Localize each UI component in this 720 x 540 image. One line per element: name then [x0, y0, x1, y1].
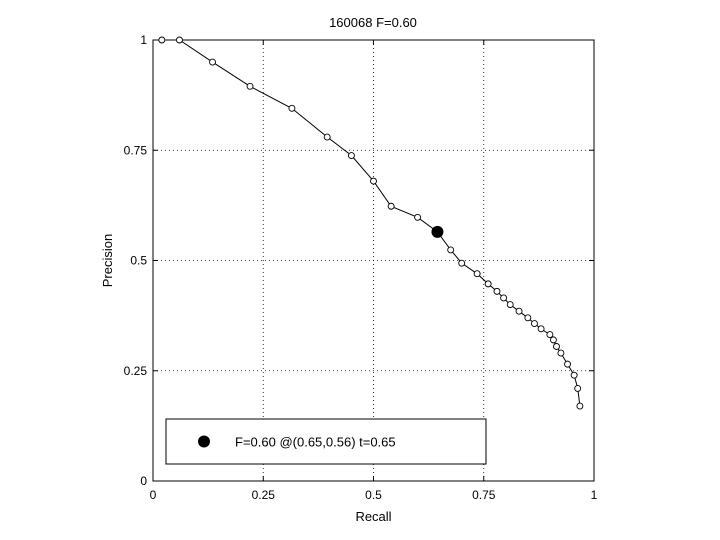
pr-point [549, 336, 557, 344]
y-tick-label: 0.5 [130, 254, 147, 268]
pr-point [576, 402, 584, 410]
x-tick-label: 0.25 [252, 488, 276, 502]
y-axis-label: Precision [100, 234, 115, 287]
pr-point [484, 280, 492, 288]
grid [153, 40, 594, 481]
pr-point [288, 104, 296, 112]
pr-point [553, 343, 560, 350]
x-tick-label: 0.75 [472, 488, 496, 502]
pr-point [564, 360, 571, 368]
x-tick-labels: 0 0.25 0.5 0.75 1 [150, 488, 598, 502]
y-tick-label: 0.75 [124, 143, 148, 157]
best-f-point [431, 225, 444, 238]
legend: F=0.60 @(0.65,0.56) t=0.65 [165, 418, 487, 465]
pr-point [570, 371, 578, 379]
y-tick-label: 0 [140, 474, 147, 488]
pr-point [414, 213, 422, 221]
legend-label: F=0.60 @(0.65,0.56) t=0.65 [235, 435, 396, 450]
pr-point [493, 287, 501, 295]
legend-marker [198, 435, 210, 448]
x-axis-label: Recall [355, 509, 391, 524]
pr-point [500, 294, 508, 302]
pr-point [447, 246, 455, 254]
axis-ticks [152, 39, 595, 482]
pr-point [557, 349, 565, 357]
chart-title: 160068 F=0.60 [329, 15, 417, 30]
pr-point [246, 82, 254, 90]
pr-point [176, 36, 183, 44]
x-tick-label: 0 [150, 488, 157, 502]
pr-point [515, 307, 523, 315]
pr-point [473, 270, 481, 278]
pr-curve-markers [158, 36, 584, 410]
pr-point [531, 320, 538, 328]
legend-box [165, 418, 487, 465]
x-tick-label: 1 [591, 488, 598, 502]
pr-point [537, 325, 545, 333]
pr-point [323, 133, 331, 141]
pr-point [209, 58, 216, 66]
pr-point [574, 384, 582, 392]
y-tick-label: 0.25 [124, 364, 148, 378]
pr-point [387, 202, 395, 210]
pr-point [546, 331, 554, 339]
pr-point [506, 301, 514, 309]
y-tick-labels: 0 0.25 0.5 0.75 1 [124, 33, 148, 488]
pr-point [158, 36, 166, 44]
pr-point [458, 259, 466, 267]
x-tick-label: 0.5 [365, 488, 382, 502]
pr-point [524, 314, 532, 322]
y-tick-label: 1 [140, 33, 147, 47]
pr-point [370, 177, 377, 185]
pr-point [348, 152, 355, 159]
